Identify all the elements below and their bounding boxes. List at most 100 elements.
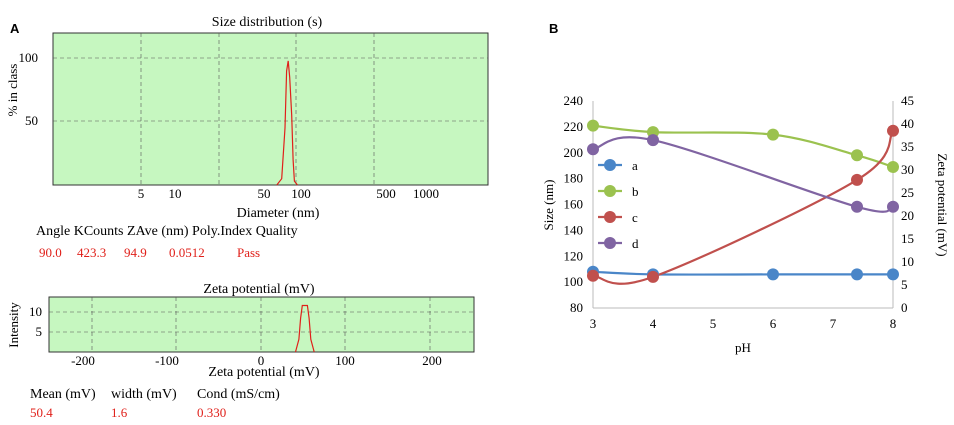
ph-xlabel: pH bbox=[735, 340, 751, 355]
ph-ytick: 220 bbox=[564, 119, 584, 134]
result-kcounts: 423.3 bbox=[77, 245, 106, 260]
zeta-ytick: 5 bbox=[36, 324, 43, 339]
ph-ytick: 180 bbox=[564, 171, 584, 186]
ph-y2tick: 25 bbox=[901, 185, 914, 200]
data-point-a bbox=[851, 268, 863, 281]
ph-y2tick: 35 bbox=[901, 139, 914, 154]
data-point-d bbox=[887, 200, 899, 213]
data-point-d bbox=[587, 143, 599, 156]
data-point-a bbox=[767, 268, 779, 281]
size-dist-ytick: 50 bbox=[25, 113, 38, 128]
result-polyindex: 0.0512 bbox=[169, 245, 205, 260]
size-dist-grid bbox=[53, 33, 488, 185]
ph-ytick: 80 bbox=[570, 300, 583, 315]
ph-y2tick: 10 bbox=[901, 254, 914, 269]
result-angle: 90.0 bbox=[39, 245, 62, 260]
results-header: Angle KCounts ZAve (nm) Poly.Index Quali… bbox=[36, 224, 298, 239]
zeta-xtick: 200 bbox=[422, 353, 442, 368]
legend-marker-b bbox=[604, 185, 616, 197]
zeta-xtick: -200 bbox=[71, 353, 95, 368]
size-dist-xtick: 5 bbox=[138, 186, 145, 201]
ph-xtick: 4 bbox=[650, 316, 657, 331]
legend-marker-a bbox=[604, 159, 616, 171]
zeta-ylabel: Intensity bbox=[6, 302, 21, 348]
data-point-c bbox=[887, 124, 899, 137]
ph-xtick: 5 bbox=[710, 316, 717, 331]
ph-ytick: 120 bbox=[564, 248, 584, 263]
series-line-c bbox=[592, 130, 894, 285]
ph-y2tick: 30 bbox=[901, 162, 914, 177]
ph-xtick: 8 bbox=[890, 316, 897, 331]
ph-ytick: 140 bbox=[564, 222, 584, 237]
data-point-a bbox=[887, 268, 899, 281]
ph-y2tick: 45 bbox=[901, 93, 914, 108]
panel-label-b: B bbox=[549, 21, 558, 36]
ph-ytick: 100 bbox=[564, 274, 584, 289]
ph-ylabel: Size (nm) bbox=[541, 180, 556, 231]
legend-label-b: b bbox=[632, 184, 639, 199]
series-line-d bbox=[592, 136, 894, 213]
data-point-b bbox=[851, 149, 863, 162]
zeta-potential-chart: Zeta potential (mV) 10 5 Intensity -200 … bbox=[6, 282, 475, 380]
legend-marker-d bbox=[604, 237, 616, 249]
stat-label-cond: Cond (mS/cm) bbox=[197, 387, 280, 402]
data-point-b bbox=[587, 119, 599, 132]
zeta-ytick: 10 bbox=[29, 304, 42, 319]
zeta-grid bbox=[49, 297, 474, 352]
ph-xtick: 3 bbox=[590, 316, 597, 331]
zeta-trace bbox=[294, 304, 315, 353]
legend-marker-c bbox=[604, 211, 616, 223]
data-point-b bbox=[767, 128, 779, 141]
data-point-d bbox=[851, 200, 863, 213]
stat-value-mean: 50.4 bbox=[30, 405, 53, 420]
zeta-xlabel: Zeta potential (mV) bbox=[208, 365, 320, 380]
data-point-c bbox=[647, 270, 659, 283]
ph-ytick: 160 bbox=[564, 197, 584, 212]
stat-value-cond: 0.330 bbox=[197, 405, 226, 420]
zeta-stats: Mean (mV) width (mV) Cond (mS/cm) 50.4 1… bbox=[30, 387, 280, 420]
stat-label-width: width (mV) bbox=[111, 387, 177, 402]
ph-y2tick: 0 bbox=[901, 300, 908, 315]
size-dist-xtick: 10 bbox=[169, 186, 182, 201]
size-dist-xtick: 1000 bbox=[413, 186, 439, 201]
data-point-d bbox=[647, 134, 659, 147]
size-dist-plot-area bbox=[52, 32, 489, 186]
size-dist-xtick: 500 bbox=[376, 186, 396, 201]
series-line-b bbox=[592, 124, 894, 169]
size-dist-title: Size distribution (s) bbox=[212, 15, 323, 30]
size-distribution-chart: Size distribution (s) 100 50 % in class … bbox=[5, 15, 489, 221]
ph-xtick: 6 bbox=[770, 316, 777, 331]
ph-y2label: Zeta potential (mV) bbox=[935, 153, 950, 256]
data-point-b bbox=[887, 161, 899, 173]
result-quality: Pass bbox=[237, 245, 260, 260]
ph-ytick: 200 bbox=[564, 145, 584, 160]
ph-y2tick: 5 bbox=[901, 277, 908, 292]
series-line-a bbox=[592, 270, 893, 276]
results-table: Angle KCounts ZAve (nm) Poly.Index Quali… bbox=[36, 224, 298, 260]
stat-value-width: 1.6 bbox=[111, 405, 128, 420]
stat-label-mean: Mean (mV) bbox=[30, 387, 96, 402]
ph-xtick: 7 bbox=[830, 316, 837, 331]
size-dist-xlabel: Diameter (nm) bbox=[237, 206, 320, 221]
legend-label-a: a bbox=[632, 158, 638, 173]
zeta-title: Zeta potential (mV) bbox=[203, 282, 315, 297]
size-dist-ylabel: % in class bbox=[5, 64, 20, 117]
ph-y2tick: 20 bbox=[901, 208, 914, 223]
ph-y2tick: 15 bbox=[901, 231, 914, 246]
data-point-c bbox=[851, 173, 863, 186]
ph-y2tick: 40 bbox=[901, 116, 914, 131]
zeta-xtick: 100 bbox=[335, 353, 355, 368]
legend-label-d: d bbox=[632, 236, 639, 251]
size-dist-xtick: 100 bbox=[291, 186, 311, 201]
ph-ytick: 240 bbox=[564, 93, 584, 108]
panel-label-a: A bbox=[10, 21, 20, 36]
ph-chart: 8010012014016018020022024005101520253035… bbox=[541, 93, 950, 355]
zeta-xtick: 0 bbox=[258, 353, 265, 368]
zeta-plot-area bbox=[48, 296, 475, 353]
size-dist-ytick: 100 bbox=[19, 50, 39, 65]
size-dist-xtick: 50 bbox=[258, 186, 271, 201]
data-point-c bbox=[587, 269, 599, 282]
size-dist-trace bbox=[276, 60, 298, 186]
result-zave: 94.9 bbox=[124, 245, 147, 260]
